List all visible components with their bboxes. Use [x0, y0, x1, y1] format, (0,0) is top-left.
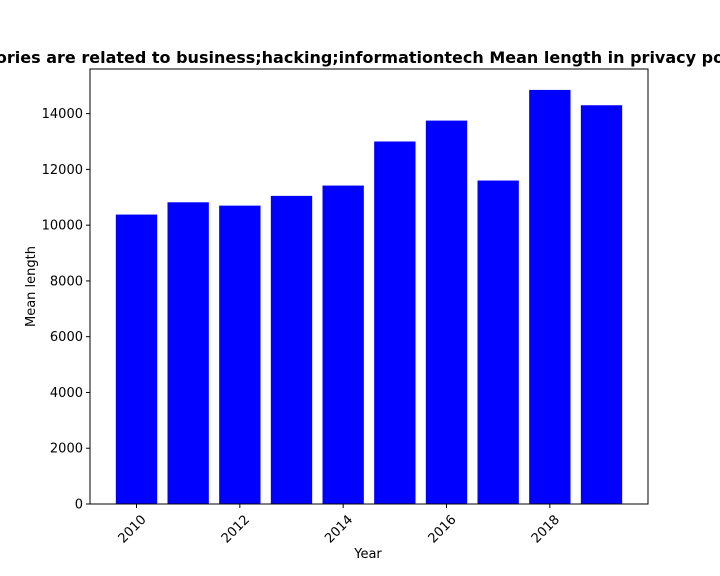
x-tick-label: 2010: [116, 512, 150, 546]
x-axis-ticks: 2010 2012 2014 2016 2018: [116, 504, 563, 546]
plot-frame: [89, 68, 649, 505]
y-tick-label: 10000: [42, 219, 83, 234]
y-tick-label: 6000: [50, 330, 83, 345]
x-tick-label: 2014: [322, 512, 356, 546]
chart-title: ories are related to business;hacking;in…: [0, 48, 720, 67]
bar-2018: [529, 89, 571, 504]
bar-2010: [115, 214, 158, 504]
y-tick-label: 12000: [42, 163, 83, 178]
y-tick-label: 2000: [50, 442, 83, 457]
y-axis-label: Mean length: [24, 246, 39, 327]
bar-2019: [580, 105, 623, 504]
bar-2015: [374, 141, 416, 504]
bar-2011: [167, 202, 209, 505]
bar-2014: [322, 185, 364, 504]
y-tick-label: 4000: [50, 386, 83, 401]
bar-2016: [425, 120, 468, 504]
y-tick-label: 8000: [50, 274, 83, 289]
bars-group: [115, 89, 623, 505]
y-tick-label: 0: [75, 498, 83, 513]
y-axis-ticks: 0 2000 4000 6000 8000 10000 12000 14000: [42, 107, 90, 513]
x-tick-label: 2012: [219, 512, 253, 546]
bar-2013: [270, 195, 313, 505]
x-tick-label: 2018: [529, 512, 563, 546]
bar-2012: [219, 205, 261, 504]
y-tick-label: 14000: [42, 107, 83, 122]
x-tick-label: 2016: [426, 512, 460, 546]
bar-2017: [477, 180, 519, 505]
x-axis-label: Year: [353, 547, 382, 562]
